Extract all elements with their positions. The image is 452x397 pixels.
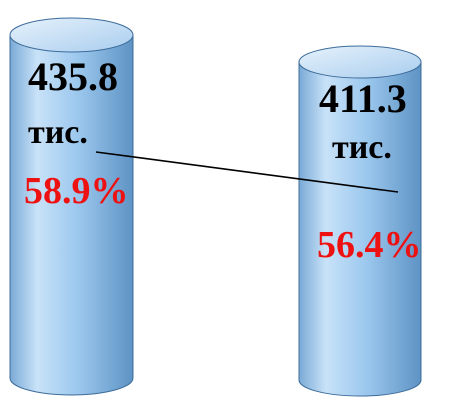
cylinder-2-top xyxy=(298,45,422,79)
count-label-1: 435.8 xyxy=(28,54,118,99)
unit-label-2: тис. xyxy=(332,129,392,166)
percent-trend-line xyxy=(95,151,399,193)
percent-label-2: 56.4% xyxy=(317,224,422,266)
cylinder-1-top xyxy=(9,17,134,53)
count-label-2: 411.3 xyxy=(319,76,407,121)
percent-label-1: 58.9% xyxy=(24,170,129,212)
cylinder-1-body xyxy=(9,34,134,396)
cylinder-2-body xyxy=(298,61,422,397)
unit-label-1: тис. xyxy=(28,114,88,151)
cylinder-bar-2 xyxy=(298,45,422,397)
cylinder-bar-1 xyxy=(9,17,134,396)
